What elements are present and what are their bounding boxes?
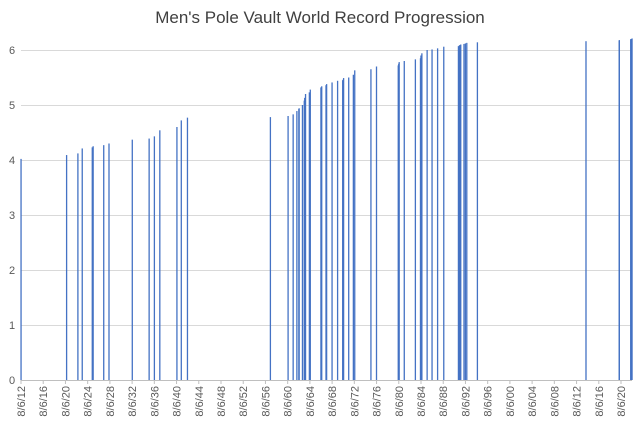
bar	[420, 55, 422, 380]
bar	[91, 147, 93, 380]
x-tick-label: 8/6/52	[238, 386, 250, 417]
x-tick-label: 8/6/76	[372, 386, 384, 417]
bar	[304, 94, 307, 380]
bar	[153, 136, 156, 380]
bar	[431, 49, 433, 380]
bar	[325, 84, 328, 380]
x-tick-label: 8/6/84	[416, 386, 428, 417]
x-tick-label: 8/6/32	[127, 386, 139, 417]
bar	[466, 42, 468, 380]
x-tick-label: 8/6/36	[149, 386, 161, 417]
bar	[320, 87, 322, 381]
bar	[298, 108, 300, 381]
x-tick-label: 8/6/40	[172, 386, 184, 417]
bar	[436, 48, 439, 380]
bar	[292, 114, 294, 380]
x-tick-label: 8/6/12	[572, 386, 584, 417]
x-tick-label: 8/6/68	[327, 386, 339, 417]
x-tick-label: 8/6/04	[527, 386, 539, 417]
bar	[618, 40, 620, 380]
bar	[421, 53, 423, 381]
bar	[403, 61, 405, 380]
bar	[148, 138, 150, 380]
bar	[304, 97, 306, 380]
bars	[20, 38, 633, 381]
bar	[464, 43, 467, 381]
x-tick-label: 8/6/28	[105, 386, 117, 417]
bar	[336, 80, 339, 381]
bar	[375, 66, 378, 380]
bar	[81, 148, 83, 380]
bar	[269, 117, 272, 380]
x-axis-ticks: 8/6/12 8/6/16 8/6/20 8/6/24 8/6/28 8/6/32 8/6/…	[16, 380, 628, 417]
y-tick-label: 4	[9, 155, 15, 167]
bar	[476, 42, 479, 381]
x-tick-label: 8/6/24	[83, 386, 95, 417]
bar	[331, 82, 333, 380]
y-tick-label: 5	[9, 100, 15, 112]
x-tick-label: 8/6/80	[394, 386, 406, 417]
x-tick-label: 8/6/16	[38, 386, 50, 417]
y-axis-ticks: 0 1 2 3 4 5 6	[9, 45, 15, 387]
bar	[180, 120, 182, 381]
bar	[301, 105, 304, 380]
bar	[65, 155, 68, 380]
bar	[426, 50, 428, 380]
bar	[20, 158, 22, 380]
bar	[309, 89, 311, 380]
x-tick-label: 8/6/64	[305, 386, 317, 417]
bar	[342, 78, 345, 381]
x-tick-label: 8/6/60	[283, 386, 295, 417]
x-tick-label: 8/6/56	[260, 386, 272, 417]
bar	[308, 92, 311, 380]
bar	[457, 46, 460, 381]
bar	[354, 70, 356, 380]
bar	[443, 46, 445, 380]
bar	[159, 130, 161, 380]
y-tick-label: 3	[9, 210, 15, 222]
y-tick-label: 2	[9, 265, 15, 277]
x-tick-label: 8/6/96	[483, 386, 495, 417]
bar	[321, 86, 323, 381]
bar	[370, 69, 372, 380]
bar	[131, 139, 133, 380]
bar	[414, 59, 417, 380]
x-tick-label: 8/6/88	[438, 386, 450, 417]
x-tick-label: 8/6/00	[505, 386, 517, 417]
bar	[631, 38, 633, 380]
x-tick-label: 8/6/20	[616, 386, 628, 417]
x-tick-label: 8/6/44	[194, 386, 206, 417]
x-tick-label: 8/6/72	[349, 386, 361, 417]
bar	[460, 44, 462, 380]
x-tick-label: 8/6/20	[60, 386, 72, 417]
bar	[103, 145, 105, 380]
bar	[398, 62, 400, 380]
bar	[585, 41, 587, 380]
bar	[459, 45, 461, 381]
y-tick-label: 0	[9, 375, 15, 387]
bar	[77, 153, 79, 380]
bar	[108, 143, 110, 380]
bar	[463, 43, 465, 380]
bar	[92, 146, 94, 380]
x-tick-label: 8/6/48	[216, 386, 228, 417]
bar	[287, 116, 289, 380]
y-tick-label: 1	[9, 320, 15, 332]
x-tick-label: 8/6/92	[460, 386, 472, 417]
bar	[630, 39, 632, 380]
x-tick-label: 8/6/16	[594, 386, 606, 417]
bar	[176, 127, 178, 380]
y-tick-label: 6	[9, 45, 15, 57]
bar	[352, 74, 355, 380]
x-tick-label: 8/6/12	[16, 386, 28, 417]
bar	[296, 111, 298, 381]
bar	[348, 77, 350, 380]
x-tick-label: 8/6/08	[549, 386, 561, 417]
chart-title: Men's Pole Vault World Record Progressio…	[155, 8, 485, 27]
bar	[186, 117, 189, 381]
